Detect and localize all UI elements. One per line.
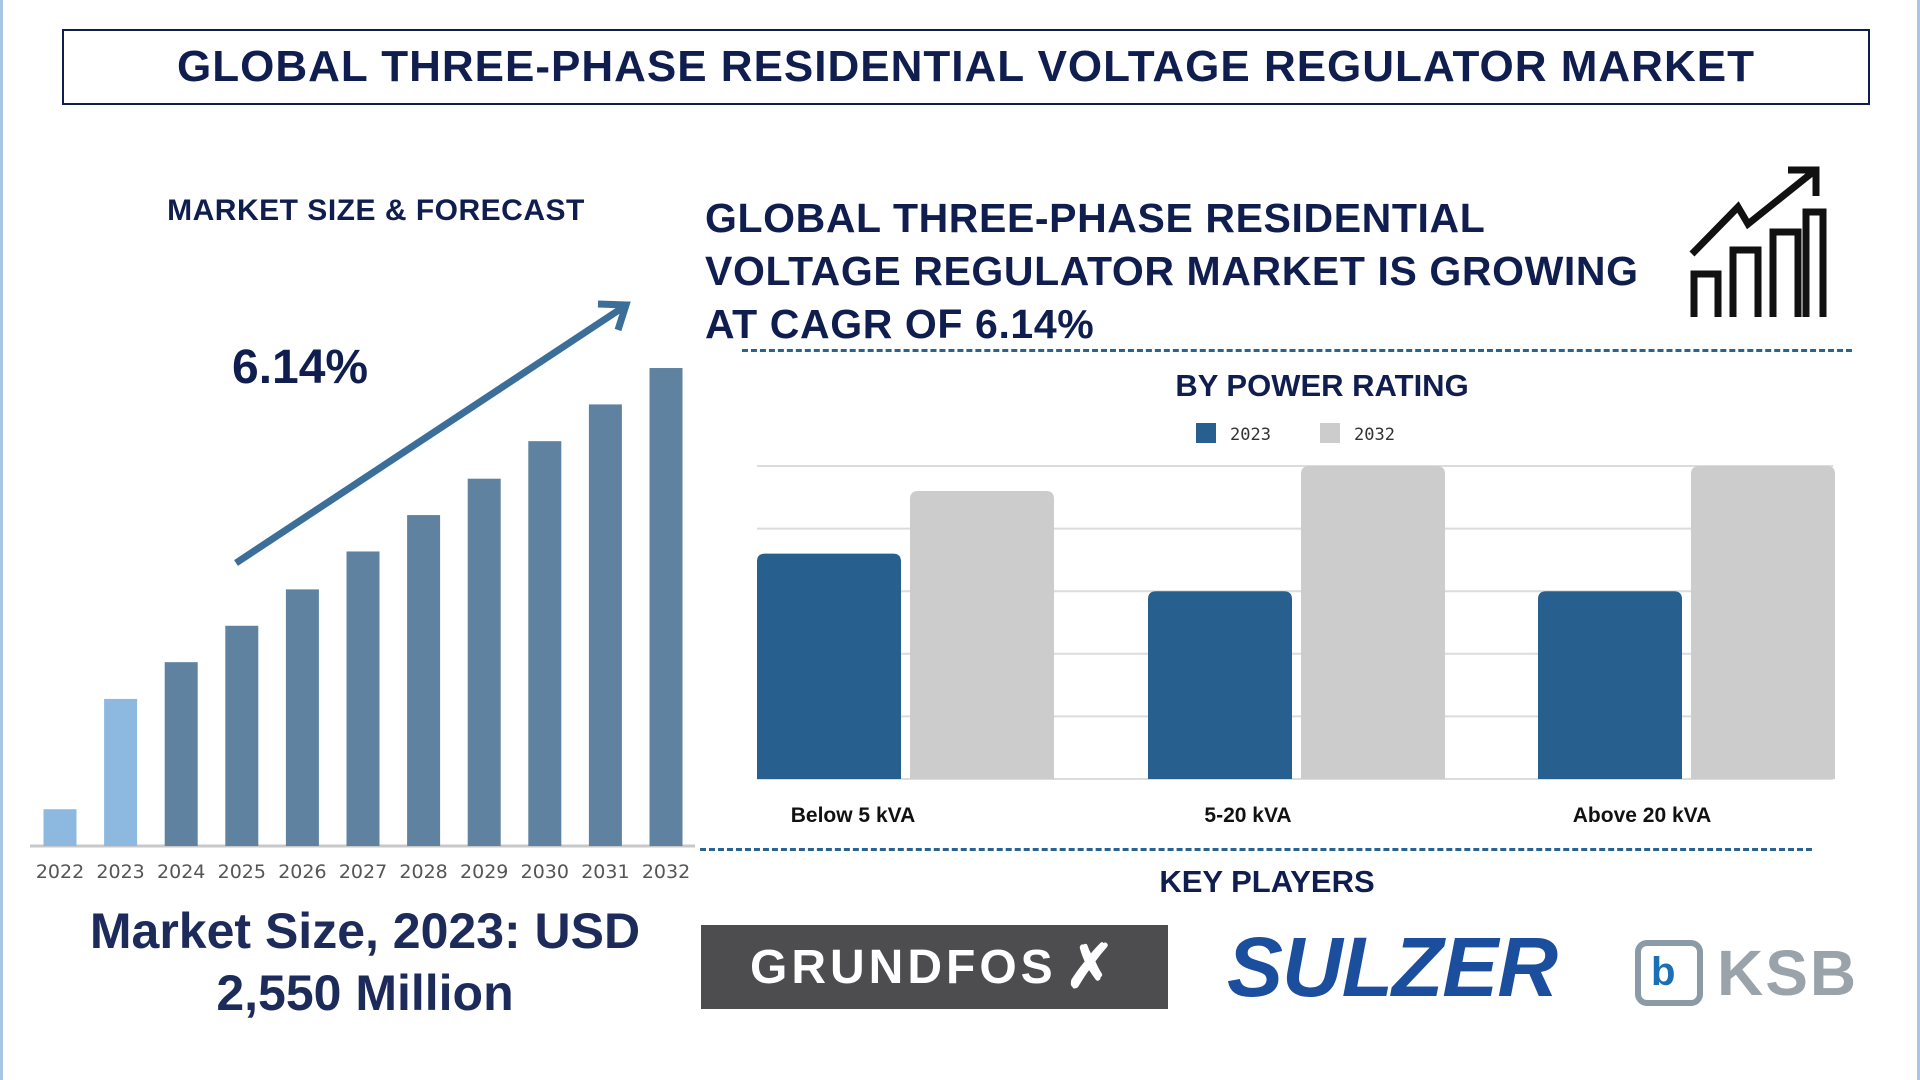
x-tick-label: 2024 — [157, 861, 205, 883]
x-tick-label: 2027 — [339, 861, 387, 883]
bar-2027 — [346, 551, 380, 846]
category-label: Below 5 kVA — [791, 804, 915, 827]
legend-label: 2032 — [1354, 425, 1395, 445]
grundfos-logo: GRUNDFOS ✗ — [701, 925, 1168, 1009]
market-size-title: MARKET SIZE & FORECAST — [167, 194, 585, 227]
market-size-chart: 2022 2023 2024 2025 2026 2027 2028 2029 2030 2031… — [30, 300, 695, 883]
growth-arrow-head — [597, 300, 631, 332]
headline-line: VOLTAGE REGULATOR MARKET IS GROWING — [705, 248, 1639, 294]
market-size-line1: Market Size, 2023: USD — [89, 903, 641, 959]
bar-2023 — [104, 698, 138, 846]
market-size-text: Market Size, 2023: USD 2,550 Million — [40, 900, 690, 1024]
x-tick-label: 2030 — [521, 861, 569, 883]
frame-right — [1917, 0, 1920, 1080]
x-tick-label: 2022 — [36, 861, 84, 883]
bar-2030 — [528, 441, 562, 846]
bar-2022 — [43, 809, 77, 846]
bar-2029 — [467, 478, 501, 846]
key-players-title: KEY PLAYERS — [1159, 864, 1375, 899]
grundfos-x-icon: ✗ — [1064, 933, 1119, 1000]
legend-label: 2023 — [1230, 425, 1271, 445]
ksb-mark-icon: b — [1635, 939, 1703, 1006]
x-tick-label: 2029 — [460, 861, 508, 883]
cagr-label: 6.14% — [232, 341, 369, 394]
grundfos-logo-text: GRUNDFOS — [750, 940, 1057, 994]
legend-swatch-2032 — [1320, 423, 1340, 443]
x-tick-label: 2032 — [642, 861, 690, 883]
x-tick-label: 2026 — [278, 861, 326, 883]
x-tick-label: 2025 — [218, 861, 266, 883]
bar-2023-2 — [1538, 591, 1682, 779]
ksb-logo: b KSB — [1635, 935, 1880, 1010]
category-label: Above 20 kVA — [1573, 804, 1712, 827]
bar-2025 — [225, 625, 259, 846]
divider — [700, 848, 1812, 851]
x-tick-label: 2031 — [581, 861, 629, 883]
bar-2023-1 — [1148, 591, 1292, 779]
power-rating-chart: Below 5 kVA 5-20 kVA Above 20 kVA 2023 2032 — [757, 423, 1835, 827]
bar-2028 — [407, 515, 441, 846]
frame-left — [0, 0, 3, 1080]
bar-2026 — [285, 589, 319, 846]
bar-2024 — [164, 662, 198, 846]
x-tick-label: 2023 — [96, 861, 144, 883]
bar-2031 — [588, 404, 622, 846]
page-title: GLOBAL THREE-PHASE RESIDENTIAL VOLTAGE R… — [62, 29, 1870, 105]
bar-2032-1 — [1301, 466, 1445, 779]
bar-2032 — [649, 368, 683, 846]
headline-line: AT CAGR OF 6.14% — [705, 301, 1095, 347]
bar-2032-2 — [1691, 466, 1835, 779]
growth-chart-icon — [1689, 166, 1827, 317]
bar-2023-0 — [757, 553, 901, 779]
bar-2032-0 — [910, 491, 1054, 779]
sulzer-logo: SULZER — [1227, 920, 1558, 1014]
growth-arrow — [234, 305, 624, 566]
x-tick-label: 2028 — [399, 861, 447, 883]
divider — [742, 349, 1852, 352]
category-label: 5-20 kVA — [1204, 804, 1291, 827]
market-size-line2: 2,550 Million — [216, 965, 514, 1021]
ksb-logo-text: KSB — [1717, 936, 1859, 1009]
headline-line: GLOBAL THREE-PHASE RESIDENTIAL — [705, 195, 1486, 241]
legend-swatch-2023 — [1196, 423, 1216, 443]
cagr-headline: GLOBAL THREE-PHASE RESIDENTIAL VOLTAGE R… — [705, 192, 1705, 351]
power-rating-title: BY POWER RATING — [1175, 368, 1469, 403]
